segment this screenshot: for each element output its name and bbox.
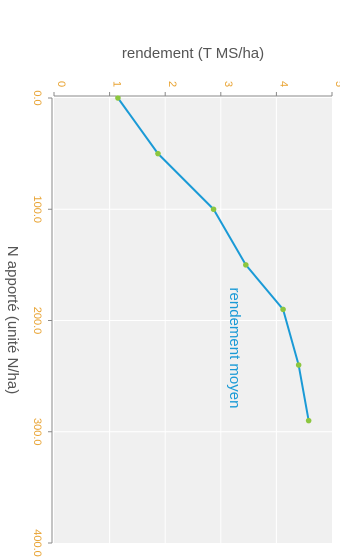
x-tick-label: 100.0	[31, 195, 43, 223]
series-group	[115, 95, 312, 424]
x-tick-label: 200.0	[31, 307, 43, 335]
data-point	[305, 417, 312, 424]
y-tick-label: 3	[222, 81, 234, 87]
x-tick-label: 400.0	[31, 529, 43, 557]
data-point	[115, 95, 121, 101]
x-tick-label: 300.0	[31, 418, 43, 446]
y-tick-label: 0	[55, 81, 67, 87]
y-tick-label: 5	[333, 81, 340, 87]
x-axis-label: N apporté (unité N/ha)	[4, 246, 21, 394]
data-point	[210, 206, 217, 213]
x-tick-label: 0.0	[31, 90, 43, 105]
data-point	[295, 362, 302, 368]
data-point	[280, 306, 286, 313]
grid-lines	[54, 98, 332, 543]
chart-title: rendement (T MS/ha)	[122, 45, 264, 62]
data-point	[155, 150, 161, 157]
y-tick-label: 1	[111, 81, 123, 87]
y-tick-label: 4	[277, 81, 289, 87]
y-tick-labels: 0 1 2 3 4 5	[53, 81, 340, 96]
series-annotation: rendement moyen	[226, 288, 243, 409]
x-tick-labels: 0.0 100.0 200.0 300.0 400.0	[31, 90, 52, 557]
data-point	[243, 262, 249, 268]
y-tick-label: 2	[166, 81, 178, 87]
